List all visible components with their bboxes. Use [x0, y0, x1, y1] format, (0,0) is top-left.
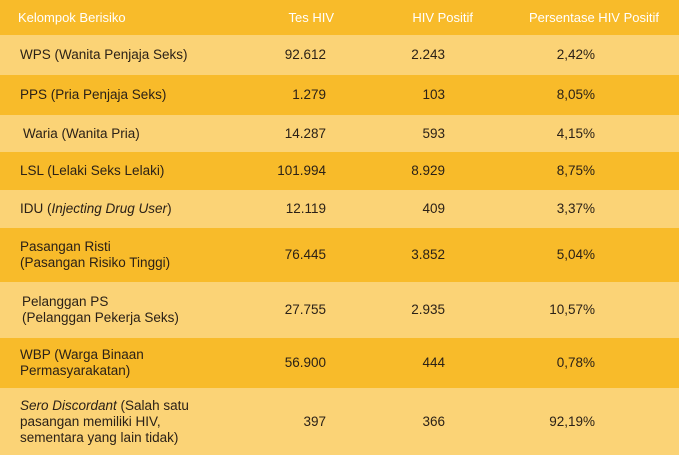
table-row: Pelanggan PS (Pelanggan Pekerja Seks) 27.…	[0, 282, 679, 338]
cell-percent: 8,75%	[556, 163, 595, 178]
table-row: IDU (Injecting Drug User) 12.119 409 3,3…	[0, 190, 679, 228]
cell-tests: 12.119	[285, 201, 326, 216]
cell-positive: 3.852	[411, 247, 445, 262]
cell-tests: 101.994	[277, 163, 326, 178]
table-header: Kelompok Berisiko Tes HIV HIV Positif Pe…	[0, 0, 679, 35]
cell-group: WBP (Warga Binaan Permasyarakatan)	[20, 347, 144, 378]
cell-percent: 0,78%	[556, 355, 595, 370]
header-positive: HIV Positif	[412, 9, 473, 25]
cell-positive: 444	[422, 355, 445, 370]
table-row: Sero Discordant (Salah satu pasangan memi…	[0, 388, 679, 455]
cell-tests: 14.287	[284, 125, 326, 141]
cell-tests: 1.279	[292, 87, 326, 102]
cell-group: Pelanggan PS (Pelanggan Pekerja Seks)	[22, 294, 179, 325]
cell-positive: 593	[422, 125, 445, 141]
cell-group: WPS (Wanita Penjaja Seks)	[20, 47, 188, 62]
cell-positive: 409	[422, 201, 445, 216]
cell-percent: 92,19%	[549, 413, 595, 429]
cell-group: Waria (Wanita Pria)	[23, 125, 140, 141]
cell-group: Sero Discordant (Salah satu pasangan memi…	[20, 397, 189, 445]
cell-group: IDU (Injecting Drug User)	[20, 201, 172, 216]
cell-percent: 5,04%	[556, 247, 595, 262]
cell-percent: 3,37%	[556, 201, 595, 216]
table-row: Pasangan Risti (Pasangan Risiko Tinggi) 7…	[0, 228, 679, 282]
header-tests: Tes HIV	[288, 9, 334, 25]
cell-positive: 103	[422, 87, 445, 102]
cell-percent: 2,42%	[556, 47, 595, 62]
cell-positive: 2.935	[411, 302, 445, 317]
cell-group: LSL (Lelaki Seks Lelaki)	[20, 163, 165, 178]
cell-positive: 8.929	[411, 163, 445, 178]
header-percent: Persentase HIV Positif	[528, 9, 659, 25]
header-group: Kelompok Berisiko	[18, 9, 126, 25]
table-row: LSL (Lelaki Seks Lelaki) 101.994 8.929 8…	[0, 152, 679, 190]
cell-group: Pasangan Risti (Pasangan Risiko Tinggi)	[20, 239, 171, 270]
cell-positive: 2.243	[411, 47, 445, 62]
cell-positive: 366	[422, 413, 445, 429]
cell-tests: 27.755	[284, 302, 326, 317]
table-row: WPS (Wanita Penjaja Seks) 92.612 2.243 2…	[0, 35, 679, 75]
table-row: PPS (Pria Penjaja Seks) 1.279 103 8,05%	[0, 75, 679, 115]
cell-tests: 56.900	[284, 355, 326, 370]
cell-tests: 76.445	[284, 247, 326, 262]
cell-percent: 4,15%	[556, 125, 595, 141]
table-row: WBP (Warga Binaan Permasyarakatan) 56.900…	[0, 338, 679, 388]
cell-percent: 8,05%	[556, 87, 595, 102]
cell-tests: 92.612	[284, 47, 326, 62]
cell-percent: 10,57%	[549, 302, 595, 317]
table-row: Waria (Wanita Pria) 14.287 593 4,15%	[0, 115, 679, 152]
cell-group: PPS (Pria Penjaja Seks)	[20, 87, 167, 102]
cell-tests: 397	[303, 413, 326, 429]
